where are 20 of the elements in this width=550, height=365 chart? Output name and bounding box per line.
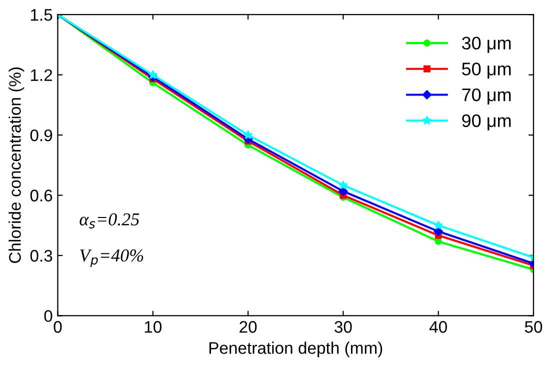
legend-label: 90 μm bbox=[462, 114, 511, 130]
y-tick-label: 1.5 bbox=[30, 9, 52, 21]
x-tick-label: 10 bbox=[144, 321, 162, 333]
x-tick-label: 40 bbox=[429, 321, 447, 333]
legend-label: 50 μm bbox=[462, 62, 511, 79]
legend-label: 30 μm bbox=[462, 36, 511, 53]
x-tick-label: 50 bbox=[524, 321, 542, 333]
x-tick-label: 0 bbox=[54, 321, 62, 333]
y-tick-label: 0.9 bbox=[30, 129, 52, 142]
x-tick-label: 20 bbox=[240, 321, 257, 333]
y-tick-label: 0.3 bbox=[30, 250, 52, 262]
y-tick-label: 0 bbox=[44, 310, 52, 322]
annotation: V$_{p}$=40% bbox=[80, 249, 144, 268]
x-axis-title: Penetration depth (mm) bbox=[209, 342, 382, 358]
legend-label: 70 μm bbox=[462, 88, 511, 105]
y-tick-label: 1.2 bbox=[30, 69, 52, 81]
y-axis-title: Chloride concentration (%) bbox=[8, 68, 24, 263]
y-tick-label: 0.6 bbox=[30, 190, 52, 202]
x-tick-label: 30 bbox=[334, 321, 352, 333]
annotation: α$_{s}$=0.25 bbox=[80, 213, 140, 228]
